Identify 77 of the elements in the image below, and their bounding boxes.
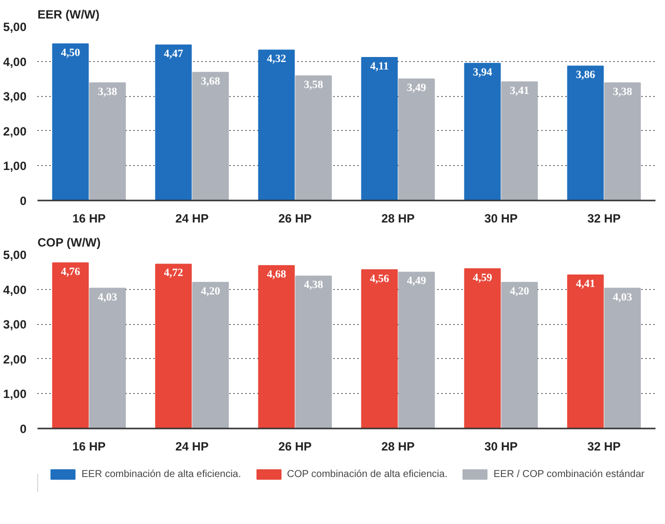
bar <box>398 78 435 200</box>
bar <box>361 269 398 428</box>
legend-label: EER / COP combinación estándar <box>493 468 645 480</box>
bar <box>464 268 501 428</box>
data-label: 4,47 <box>164 48 184 60</box>
data-label: 4,50 <box>60 46 81 59</box>
data-label: 4,03 <box>612 291 633 304</box>
data-label: 4,68 <box>266 268 287 281</box>
data-label: 4,20 <box>200 285 221 298</box>
bar <box>192 72 229 200</box>
bar <box>295 75 332 200</box>
x-tick-label: 30 HP <box>484 212 518 226</box>
data-label: 4,32 <box>266 53 287 66</box>
x-tick-label: 16 HP <box>72 440 106 454</box>
x-tick-label: 16 HP <box>72 212 106 226</box>
data-label: 4,76 <box>60 266 81 278</box>
y-tick-label: 4,00 <box>3 282 27 297</box>
bar <box>52 43 89 200</box>
data-label: 4,72 <box>164 267 184 280</box>
y-tick-label: 5,00 <box>3 248 27 262</box>
data-label: 4,41 <box>576 278 596 290</box>
y-tick-label: 0 <box>20 422 27 436</box>
bar <box>567 66 604 200</box>
data-label: 3,94 <box>472 66 493 78</box>
y-tick-label: 2,00 <box>3 352 27 366</box>
bar <box>52 262 89 428</box>
y-tick-label: 3,00 <box>3 90 27 104</box>
legend-label: COP combinación de alta eficiencia. <box>287 468 448 480</box>
data-label: 3,68 <box>200 75 221 88</box>
data-label: 3,38 <box>98 86 118 98</box>
data-label: 4,20 <box>510 285 530 298</box>
bar <box>155 264 192 428</box>
data-label: 4,56 <box>370 272 390 285</box>
bar <box>501 81 538 200</box>
data-label: 4,38 <box>304 279 324 292</box>
data-label: 4,11 <box>370 60 389 72</box>
y-axis-title: EER (W/W) <box>38 8 100 22</box>
y-tick-label: 0 <box>20 194 27 208</box>
bar <box>89 288 126 428</box>
bar <box>258 265 295 428</box>
bar <box>192 282 229 428</box>
y-tick-label: 3,00 <box>3 318 27 332</box>
y-tick-label: 5,00 <box>3 20 27 34</box>
y-tick-label: 4,00 <box>3 54 27 69</box>
legend-label: EER combinación de alta eficiencia. <box>81 468 242 480</box>
y-axis-title: COP (W/W) <box>38 236 101 250</box>
data-label: 4,03 <box>98 291 118 304</box>
bar <box>501 282 538 428</box>
x-tick-label: 30 HP <box>484 440 518 454</box>
bar <box>604 288 641 428</box>
x-tick-label: 28 HP <box>381 212 415 226</box>
bar <box>464 62 501 200</box>
x-tick-label: 24 HP <box>175 440 209 454</box>
bar <box>155 44 192 200</box>
x-tick-label: 32 HP <box>587 440 621 454</box>
bar <box>604 82 641 200</box>
y-tick-label: 1,00 <box>3 159 27 174</box>
data-label: 3,41 <box>510 84 530 97</box>
bar <box>361 56 398 200</box>
data-label: 3,49 <box>406 82 427 94</box>
data-label: 3,38 <box>612 86 633 98</box>
x-tick-label: 32 HP <box>587 212 621 226</box>
data-label: 4,59 <box>472 272 493 284</box>
x-tick-label: 24 HP <box>175 212 209 226</box>
x-tick-label: 28 HP <box>381 440 415 454</box>
bar <box>295 276 332 428</box>
data-label: 3,86 <box>576 69 596 82</box>
x-tick-label: 26 HP <box>278 212 312 226</box>
bar <box>258 50 295 200</box>
data-label: 4,49 <box>406 275 427 288</box>
y-tick-label: 2,00 <box>3 124 27 138</box>
data-label: 3,58 <box>304 78 324 91</box>
bar <box>398 272 435 428</box>
bar <box>567 274 604 428</box>
x-tick-label: 26 HP <box>278 440 312 454</box>
y-tick-label: 1,00 <box>3 387 27 402</box>
bar <box>89 82 126 200</box>
